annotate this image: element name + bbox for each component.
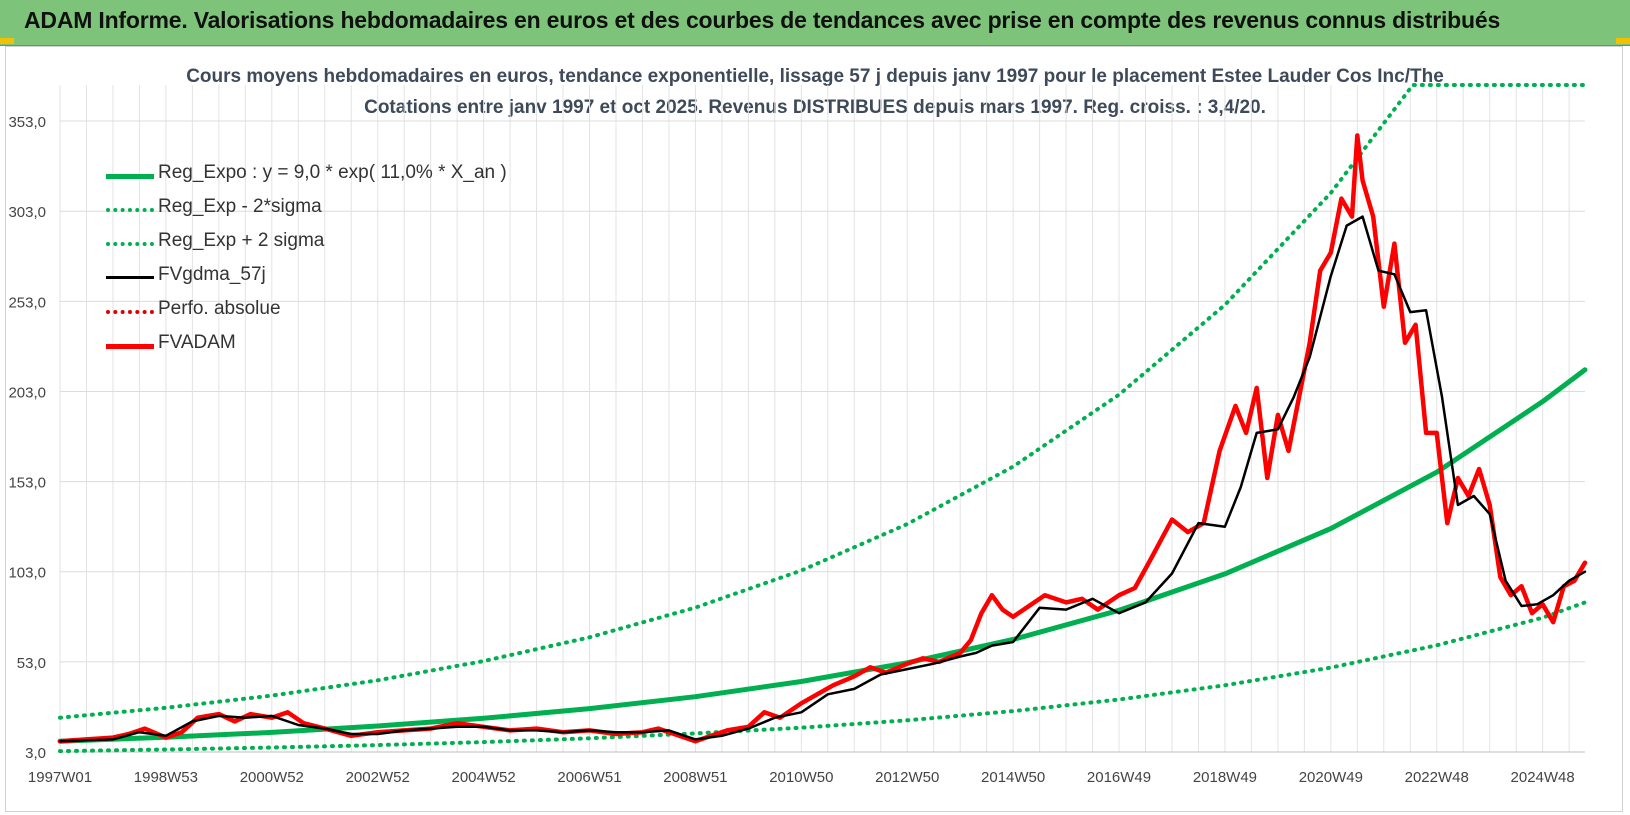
y-tick-label: 103,0 xyxy=(8,565,46,582)
page-title: ADAM Informe. Valorisations hebdomadaire… xyxy=(24,7,1501,33)
legend-swatch xyxy=(106,310,154,314)
x-tick-label: 2002W52 xyxy=(346,769,410,786)
legend-label: Reg_Expo : y = 9,0 * exp( 11,0% * X_an ) xyxy=(158,162,507,183)
x-tick-label: 1997W01 xyxy=(28,769,92,786)
x-tick-label: 2024W48 xyxy=(1511,769,1575,786)
y-tick-label: 353,0 xyxy=(8,114,46,131)
y-tick-label: 253,0 xyxy=(8,294,46,311)
x-tick-label: 2016W49 xyxy=(1087,769,1151,786)
y-tick-label: 153,0 xyxy=(8,475,46,492)
legend-label: FVgdma_57j xyxy=(158,264,266,285)
series-line-0 xyxy=(57,367,1588,744)
legend-label: Reg_Exp - 2*sigma xyxy=(158,196,322,217)
x-tick-label: 2000W52 xyxy=(240,769,304,786)
legend-label: FVADAM xyxy=(158,332,236,353)
x-tick-label: 2018W49 xyxy=(1193,769,1257,786)
x-tick-label: 2014W50 xyxy=(981,769,1045,786)
x-tick-label: 2010W50 xyxy=(769,769,833,786)
legend-swatch xyxy=(106,344,154,349)
legend-label: Reg_Exp + 2 sigma xyxy=(158,230,325,251)
header-banner: ADAM Informe. Valorisations hebdomadaire… xyxy=(0,0,1630,46)
y-tick-label: 3,0 xyxy=(25,745,46,762)
legend-label: Perfo. absolue xyxy=(158,298,281,319)
series-line-5 xyxy=(57,133,1588,744)
series-line-3 xyxy=(58,215,1587,743)
series-lines xyxy=(57,83,1588,754)
x-tick-label: 2006W51 xyxy=(557,769,621,786)
legend-swatch xyxy=(106,174,154,179)
x-tick-label: 2022W48 xyxy=(1405,769,1469,786)
series-line-2 xyxy=(58,83,1587,720)
series-line-1 xyxy=(58,600,1587,754)
x-tick-label: 2008W51 xyxy=(663,769,727,786)
banner-corner-right xyxy=(1616,38,1630,44)
legend-swatch xyxy=(106,208,154,212)
y-tick-label: 53,0 xyxy=(17,655,46,672)
tick-labels: 3,0 53,0 103,0 153,0 203,0 253,0 303,0 353,0 199… xyxy=(8,114,1574,786)
legend-swatch xyxy=(106,276,154,279)
x-tick-label: 1998W53 xyxy=(134,769,198,786)
y-tick-label: 303,0 xyxy=(8,204,46,221)
chart-title: Cours moyens hebdomadaires en euros, ten… xyxy=(186,66,1444,87)
banner-corner-left xyxy=(0,38,14,44)
x-tick-label: 2004W52 xyxy=(452,769,516,786)
chart-frame xyxy=(5,46,1623,812)
x-tick-label: 2020W49 xyxy=(1299,769,1363,786)
legend-swatch xyxy=(106,242,154,246)
x-tick-label: 2012W50 xyxy=(875,769,939,786)
y-tick-label: 203,0 xyxy=(8,384,46,401)
